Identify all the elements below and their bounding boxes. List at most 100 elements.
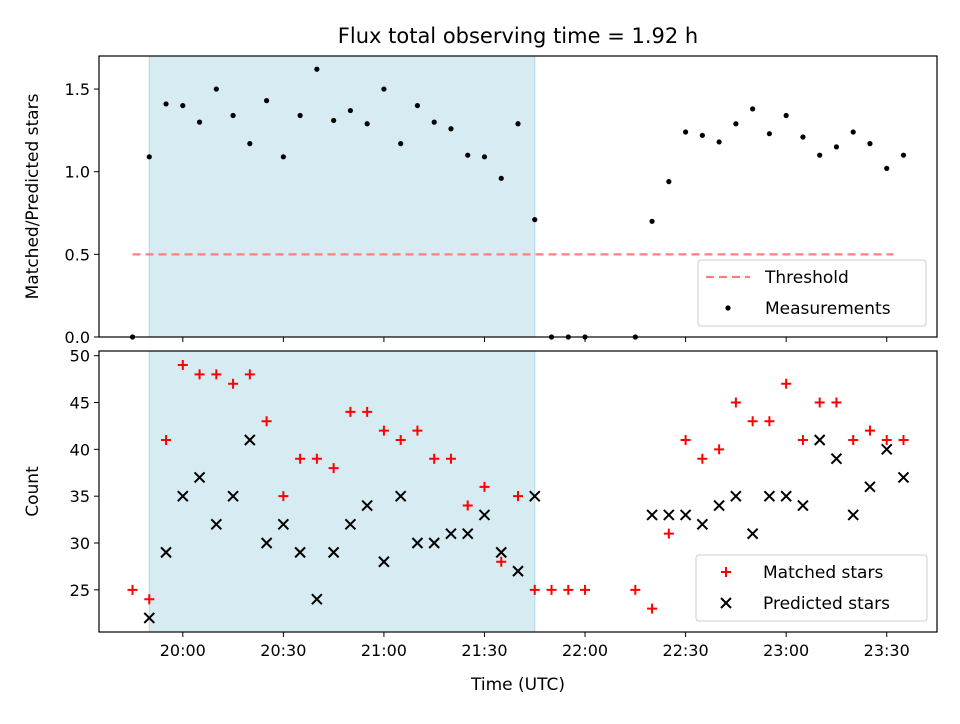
predicted-star-point xyxy=(227,490,239,502)
x-tick-label: 22:00 xyxy=(562,641,608,660)
predicted-star-point xyxy=(713,499,725,512)
measurement-point xyxy=(750,106,756,112)
matched-star-point xyxy=(378,425,389,436)
matched-star-point xyxy=(278,491,289,502)
measurement-point xyxy=(867,141,873,147)
matched-star-point xyxy=(177,360,188,371)
y-tick-label: 0.0 xyxy=(65,328,90,347)
x-tick-label: 21:30 xyxy=(461,641,507,660)
matched-star-point xyxy=(680,434,691,445)
predicted-star-point xyxy=(696,518,709,530)
matched-star-point xyxy=(479,481,490,492)
measurement-point xyxy=(448,126,454,132)
predicted-star-point xyxy=(847,509,859,521)
measurement-point xyxy=(247,141,253,147)
x-tick-label: 23:30 xyxy=(864,641,910,660)
legend-label: Predicted stars xyxy=(763,594,890,614)
matched-star-point xyxy=(194,369,205,380)
x-tick-label: 20:30 xyxy=(260,641,306,660)
legend-label: Threshold xyxy=(764,268,849,288)
axes-frame xyxy=(98,55,938,338)
matched-star-point xyxy=(429,453,440,464)
predicted-star-point xyxy=(663,509,675,521)
matched-star-point xyxy=(764,416,775,427)
y-tick-label: 35 xyxy=(70,487,90,506)
measurement-point xyxy=(398,141,404,147)
measurement-point xyxy=(364,121,370,127)
measurement-point xyxy=(297,112,303,119)
y-tick-label: 25 xyxy=(70,581,90,600)
predicted-star-point xyxy=(897,471,910,484)
measurement-point xyxy=(833,144,840,150)
y-axis-label: Count xyxy=(23,466,43,517)
legend-predicted-swatch xyxy=(720,597,732,609)
matched-star-point xyxy=(328,463,339,474)
axes-frame xyxy=(98,350,938,633)
legend-box xyxy=(695,554,928,622)
predicted-star-point xyxy=(361,499,373,512)
matched-star-point xyxy=(864,425,875,436)
measurement-point xyxy=(683,129,689,135)
matched-star-point xyxy=(747,416,758,427)
measurement-point xyxy=(347,107,353,114)
legend-label: Measurements xyxy=(765,299,891,319)
measurement-point xyxy=(850,129,856,135)
predicted-star-point xyxy=(746,527,759,540)
predicted-star-point xyxy=(830,453,843,465)
predicted-star-point xyxy=(445,527,457,540)
measurement-point xyxy=(146,154,152,160)
chart-title: Flux total observing time = 1.92 h xyxy=(338,24,698,48)
predicted-star-point xyxy=(193,471,206,484)
matched-star-point xyxy=(881,434,892,445)
matched-star-point xyxy=(529,584,540,595)
matched-star-point xyxy=(580,584,591,595)
predicted-star-point xyxy=(428,537,440,549)
measurement-point xyxy=(515,121,521,127)
matched-star-point xyxy=(311,453,322,464)
x-tick-label: 23:00 xyxy=(763,641,809,660)
matched-star-point xyxy=(546,584,557,595)
matched-star-point xyxy=(496,556,507,567)
matched-star-point xyxy=(630,584,641,595)
matched-star-point xyxy=(362,406,373,417)
predicted-star-point xyxy=(378,556,390,568)
x-tick-label: 21:00 xyxy=(361,641,407,660)
predicted-star-point xyxy=(244,434,256,446)
predicted-star-point xyxy=(730,490,742,502)
matched-star-point xyxy=(730,397,741,408)
observing-span xyxy=(149,56,535,337)
matched-star-point xyxy=(211,369,222,380)
measurement-point xyxy=(666,179,672,185)
measurement-point xyxy=(783,112,789,119)
predicted-star-point xyxy=(277,518,290,530)
matched-star-point xyxy=(345,406,356,417)
matched-star-point xyxy=(814,397,825,408)
measurement-point xyxy=(163,101,169,107)
matched-star-point xyxy=(563,584,574,595)
matched-star-point xyxy=(127,584,138,595)
predicted-star-point xyxy=(294,546,306,559)
matched-star-point xyxy=(261,416,272,427)
measurement-point xyxy=(649,218,655,224)
matched-star-point xyxy=(295,453,306,464)
count-panel: 25 30 35 40 45 50 20:00 20:30 21:00 21:30 22:00 22:… xyxy=(23,347,938,695)
measurement-point xyxy=(264,98,270,104)
predicted-star-point xyxy=(813,434,826,446)
measurement-point xyxy=(817,152,823,158)
measurement-point xyxy=(465,152,471,158)
predicted-star-point xyxy=(143,612,155,624)
matched-star-point xyxy=(395,434,406,445)
y-axis-label: Matched/Predicted stars xyxy=(23,93,43,299)
matched-star-point xyxy=(898,434,909,445)
matched-star-point xyxy=(797,434,808,445)
y-tick-label: 30 xyxy=(70,534,90,553)
measurement-point xyxy=(800,134,806,140)
measurement-point xyxy=(733,121,739,127)
measurement-point xyxy=(498,175,504,181)
y-tick-label: 1.0 xyxy=(65,163,90,182)
matched-star-point xyxy=(244,369,255,380)
measurement-point xyxy=(314,66,320,72)
y-tick-label: 40 xyxy=(70,440,90,459)
predicted-star-point xyxy=(495,546,507,559)
